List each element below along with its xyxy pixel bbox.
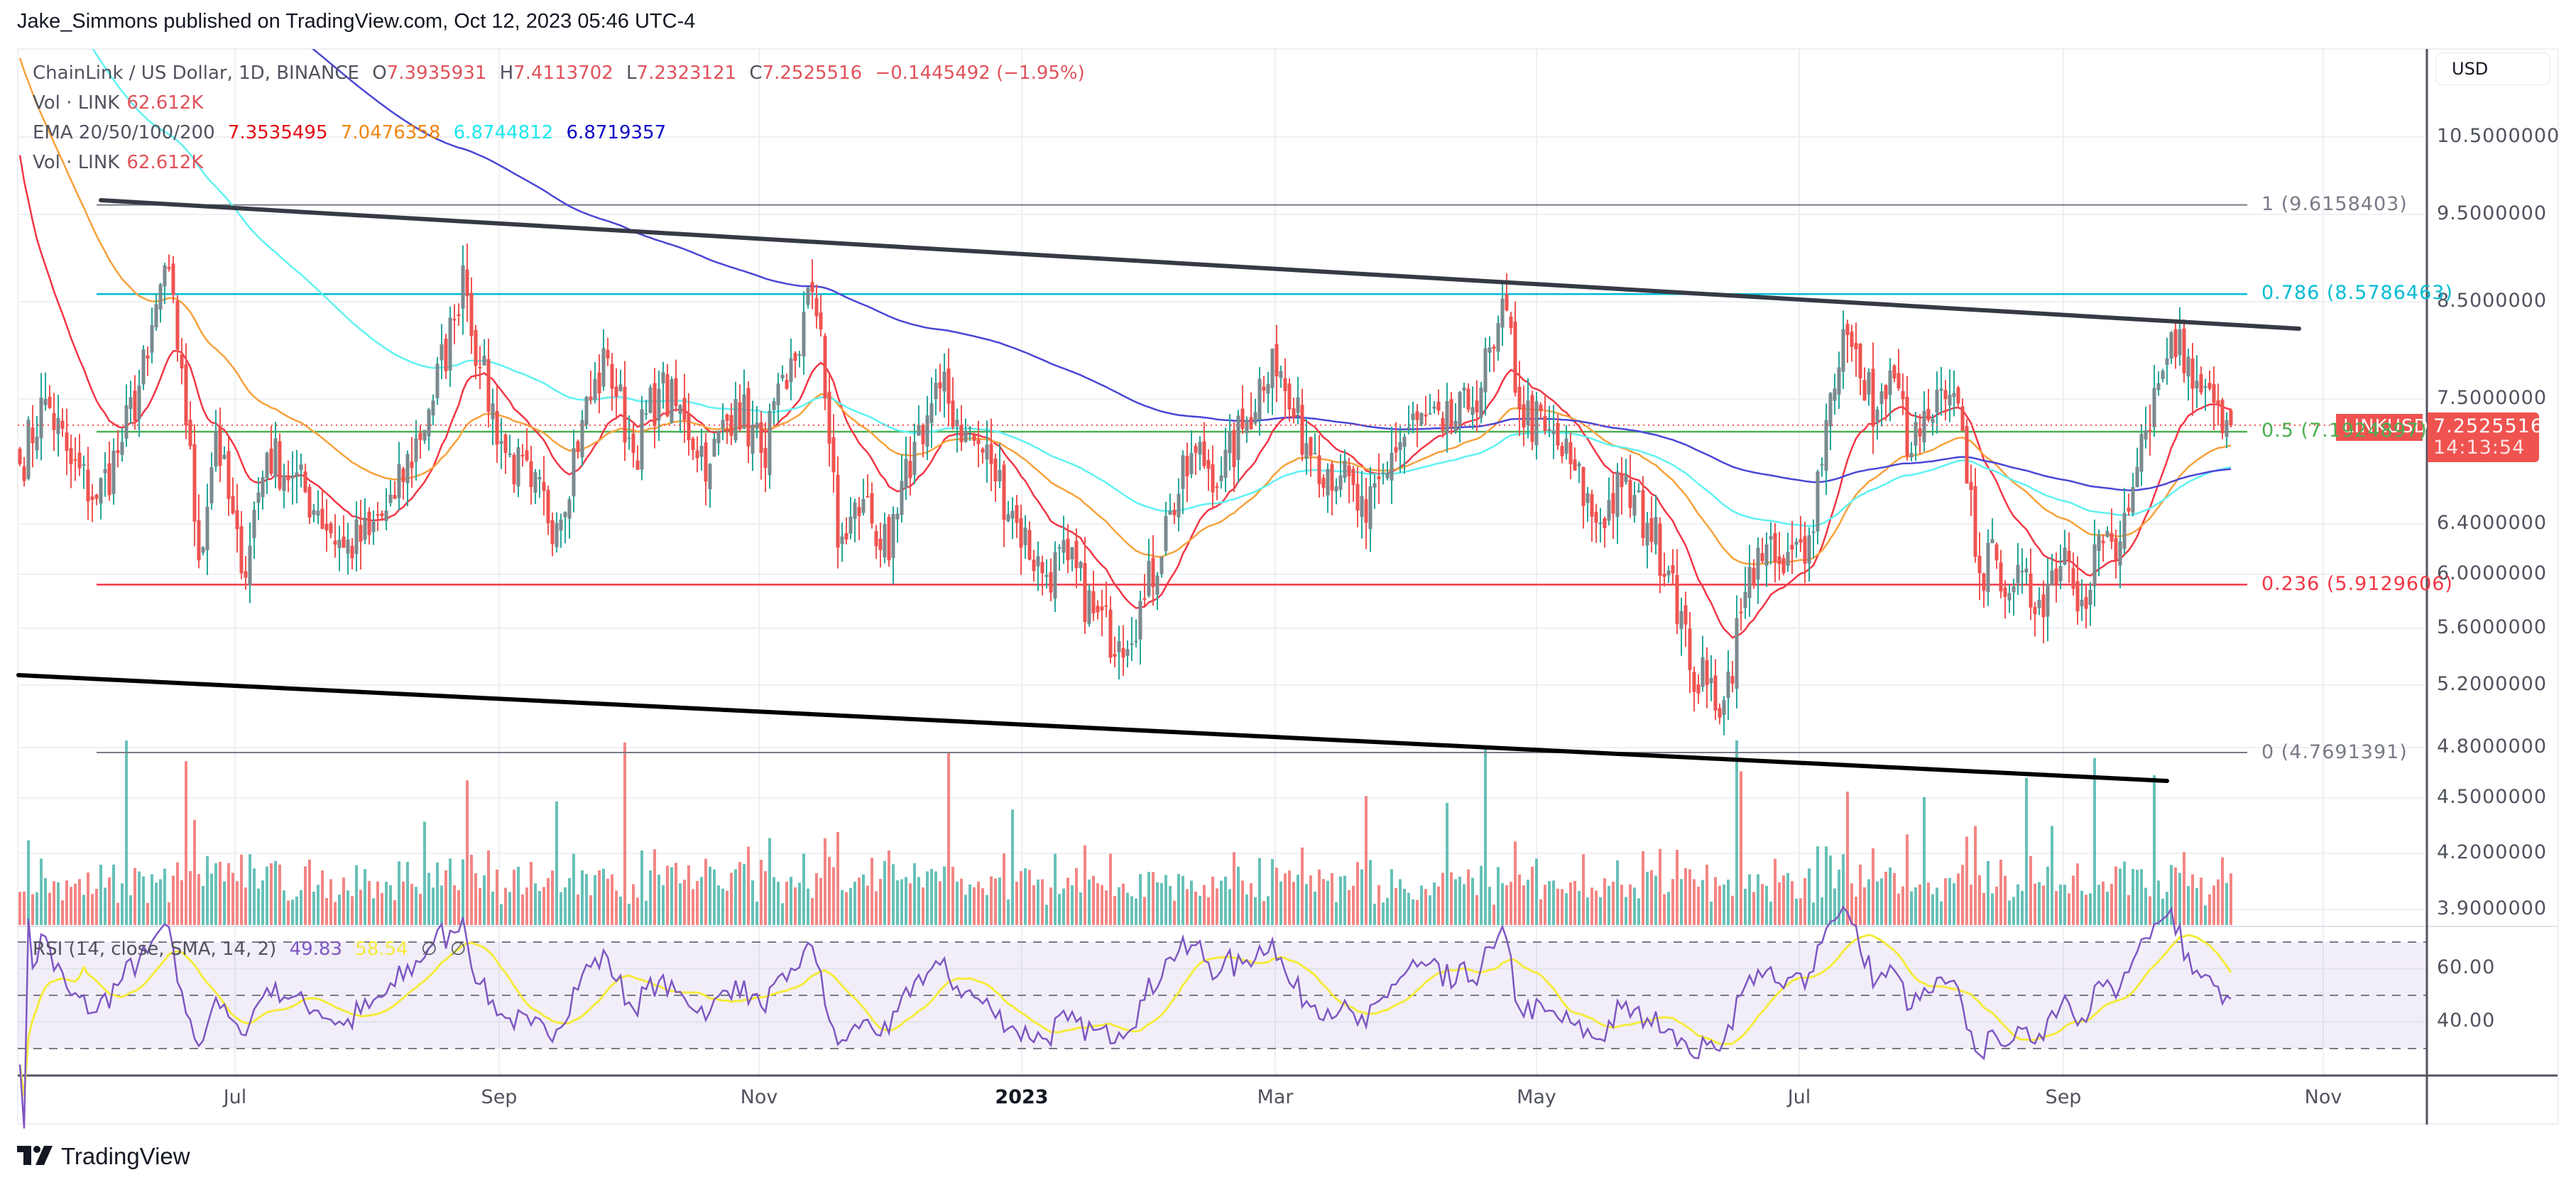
rsi-tick-40: 40.00 [2437, 1010, 2496, 1032]
fib-level-0786[interactable]: 0.786 (8.5786463) [2261, 282, 2453, 304]
last-price-tag: 7.2525516 14:13:54 [2428, 412, 2544, 462]
tradingview-logo-icon [17, 1146, 53, 1165]
ema-label: EMA 20/50/100/200 [33, 122, 215, 143]
volume-label: Vol · LINK [33, 152, 120, 173]
volume-legend[interactable]: Vol · LINK 62.612K [33, 92, 210, 114]
publisher-line: Jake_Simmons published on TradingView.co… [17, 10, 696, 33]
fib-level-0[interactable]: 0 (4.7691391) [2261, 741, 2408, 763]
ema100-value: 6.8744812 [453, 122, 554, 143]
time-tick: 2023 [995, 1086, 1049, 1108]
ema200-line [311, 49, 2232, 491]
trendline-lower [16, 673, 2169, 783]
time-tick: Jul [223, 1086, 247, 1108]
ema50-line [18, 58, 2232, 566]
fib-level-1[interactable]: 1 (9.6158403) [2261, 193, 2408, 215]
ema50-value: 7.0476358 [340, 122, 441, 143]
price-tick: 5.2000000 [2437, 673, 2548, 695]
time-tick: Mar [1257, 1086, 1294, 1108]
rsi-tick-60: 60.00 [2437, 956, 2496, 978]
price-tick: 9.5000000 [2437, 202, 2548, 224]
time-tick: Sep [2045, 1086, 2082, 1108]
fib-level-05[interactable]: 0.5 (7.1924897) [2261, 420, 2428, 442]
close-label: C [749, 62, 763, 84]
ema-legend[interactable]: EMA 20/50/100/200 7.3535495 7.0476358 6.… [33, 122, 673, 143]
price-tick: 4.5000000 [2437, 786, 2548, 808]
rsi-sma-line [18, 934, 2232, 1097]
time-tick: Nov [740, 1086, 778, 1108]
high-label: H [499, 62, 514, 84]
symbol-legend: ChainLink / US Dollar, 1D, BINANCE O7.39… [33, 62, 1092, 84]
volume-value: 62.612K [126, 92, 204, 114]
price-tick: 7.5000000 [2437, 387, 2548, 409]
fib-level-0236[interactable]: 0.236 (5.9129606) [2261, 573, 2453, 595]
rsi-na-value: ∅ [449, 939, 466, 960]
ema-lines [18, 49, 2232, 639]
ema200-value: 6.8719357 [566, 122, 667, 143]
price-tick: 4.8000000 [2437, 735, 2548, 757]
ema20-line [18, 155, 2232, 639]
close-value: 7.2525516 [762, 62, 863, 84]
high-value: 7.4113702 [513, 62, 613, 84]
brand-name: TradingView [61, 1143, 190, 1169]
price-tick: 6.4000000 [2437, 512, 2548, 534]
price-tick: 6.0000000 [2437, 562, 2548, 584]
ema100-line [92, 49, 2232, 527]
volume-label: Vol · LINK [33, 92, 120, 114]
rsi-sma-value: 58.54 [355, 939, 408, 960]
time-tick: May [1517, 1086, 1556, 1108]
trendline-upper [99, 198, 2301, 331]
rsi-legend[interactable]: RSI (14, close, SMA, 14, 2) 49.83 58.54 … [33, 939, 474, 960]
change-value: −0.1445492 (−1.95%) [875, 62, 1085, 84]
time-tick: Nov [2304, 1086, 2342, 1108]
price-tick: 8.5000000 [2437, 290, 2548, 312]
symbol-price-tag: LINKUSD [2336, 414, 2428, 441]
price-tick: 3.9000000 [2437, 897, 2548, 919]
last-price: 7.2525516 [2433, 415, 2544, 437]
price-tick: 10.5000000 [2437, 125, 2560, 147]
time-tick: Jul [1787, 1086, 1811, 1108]
open-label: O [372, 62, 387, 84]
volume-value: 62.612K [126, 152, 204, 173]
low-label: L [626, 62, 637, 84]
currency-button[interactable]: USD [2435, 53, 2550, 85]
low-value: 7.2323121 [636, 62, 737, 84]
rsi-line [18, 905, 2232, 1129]
bar-countdown: 14:13:54 [2433, 437, 2526, 459]
time-tick: Sep [481, 1086, 518, 1108]
symbol-title[interactable]: ChainLink / US Dollar, 1D, BINANCE [33, 62, 359, 84]
rsi-value: 49.83 [289, 939, 343, 960]
ema20-value: 7.3535495 [227, 122, 328, 143]
price-tick: 4.2000000 [2437, 841, 2548, 863]
candles [18, 244, 2233, 735]
open-value: 7.3935931 [386, 62, 487, 84]
rsi-na-value: ∅ [420, 939, 437, 960]
volume-bars [18, 740, 2232, 925]
volume-legend-2[interactable]: Vol · LINK 62.612K [33, 152, 210, 173]
rsi-label: RSI (14, close, SMA, 14, 2) [33, 939, 277, 960]
price-tick: 5.6000000 [2437, 616, 2548, 638]
tradingview-logo[interactable]: TradingView [17, 1143, 190, 1170]
